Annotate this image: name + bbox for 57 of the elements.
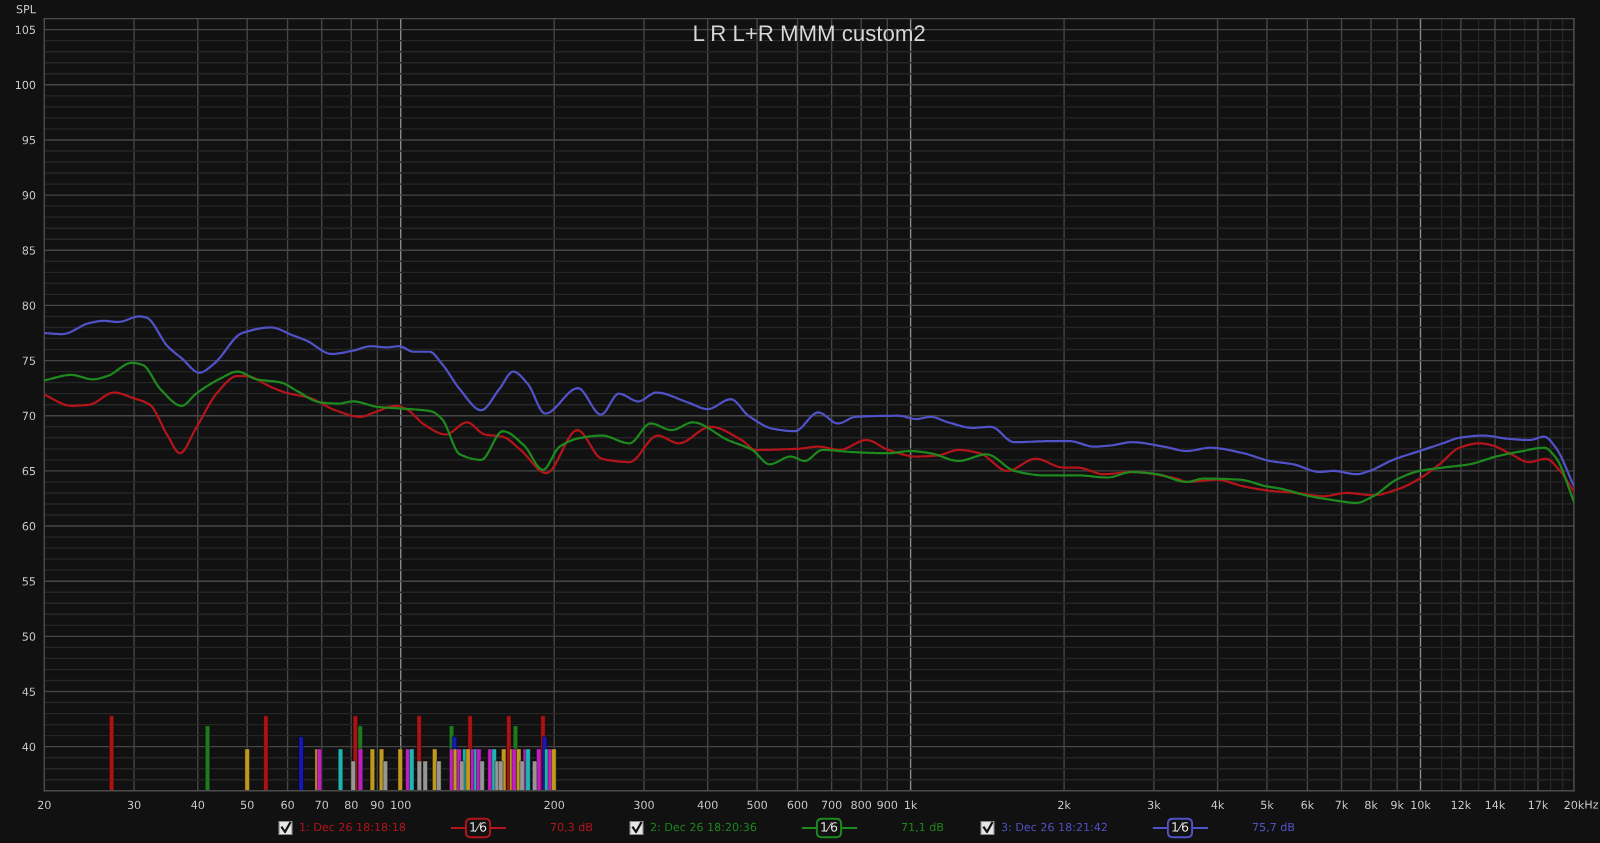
x-tick-label: 90 <box>371 800 384 810</box>
x-tick-label: 60 <box>281 800 294 810</box>
y-tick-label: 95 <box>22 135 35 145</box>
text: 1⁄6 <box>821 822 838 832</box>
x-tick-label: 10k <box>1411 800 1431 810</box>
x-tick-label: 70 <box>315 800 329 810</box>
x-tick-label: 700 <box>821 800 842 810</box>
x-tick-label: 300 <box>634 800 654 810</box>
x-tick-label: 400 <box>697 800 718 810</box>
x-tick-label: 200 <box>544 800 565 810</box>
y-tick-label: 80 <box>22 301 36 310</box>
chart-title: L R L+R MMM custom2 <box>694 25 925 42</box>
y-tick-label: 85 <box>22 246 35 255</box>
x-tick-label: 3k <box>1147 800 1161 810</box>
x-tick-label: 20 <box>38 800 51 810</box>
x-tick-label: 800 <box>851 800 872 810</box>
y-tick-label: 55 <box>22 577 35 586</box>
x-tick-label: 50 <box>241 800 254 810</box>
x-tick-label: 7k <box>1335 800 1349 809</box>
x-tick-label: 17k <box>1528 800 1549 809</box>
x-tick-label: 20k <box>1564 800 1585 810</box>
x-tick-label: 900 <box>877 800 898 810</box>
x-tick-label: 100 <box>391 800 411 810</box>
x-tick-label: 2k <box>1058 800 1071 809</box>
x-tick-label: 80 <box>344 800 358 810</box>
x-tick-label: 30 <box>127 800 141 810</box>
y-tick-label: 100 <box>15 80 36 90</box>
y-tick-label: 105 <box>15 25 35 35</box>
y-axis-title: SPL <box>16 4 36 14</box>
y-tick-label: 75 <box>22 356 35 365</box>
x-tick-label: 500 <box>747 800 767 810</box>
text: 1⁄6 <box>470 822 487 832</box>
text: 3: Dec 26 18:21:42 <box>1001 822 1107 832</box>
y-tick-label: 70 <box>22 411 36 421</box>
text: 1: Dec 26 18:18:18 <box>300 822 406 832</box>
y-tick-label: 60 <box>22 522 36 531</box>
y-tick-label: 45 <box>22 687 35 696</box>
text: 1⁄6 <box>1172 822 1189 832</box>
x-tick-label: 4k <box>1211 800 1225 809</box>
x-tick-label: 12k <box>1451 800 1472 809</box>
y-tick-label: 50 <box>22 632 36 641</box>
x-tick-label: 5k <box>1261 800 1274 810</box>
x-tick-label: 6k <box>1301 800 1315 810</box>
x-tick-label: 9k <box>1391 800 1404 810</box>
y-tick-label: 90 <box>22 191 36 200</box>
text: 71,1 dB <box>901 822 944 833</box>
text: 70,3 dB <box>550 822 593 833</box>
x-tick-label: 14k <box>1485 800 1506 809</box>
text: 75,7 dB <box>1252 822 1295 833</box>
x-tick-label: 1k <box>905 800 918 809</box>
text: 2: Dec 26 18:20:36 <box>650 822 757 832</box>
y-tick-label: 40 <box>22 742 36 752</box>
y-tick-label: 65 <box>22 466 35 476</box>
x-axis-title: Hz <box>1585 800 1599 809</box>
x-tick-label: 40 <box>191 800 205 810</box>
x-tick-label: 8k <box>1365 800 1378 810</box>
x-tick-label: 600 <box>787 800 808 810</box>
